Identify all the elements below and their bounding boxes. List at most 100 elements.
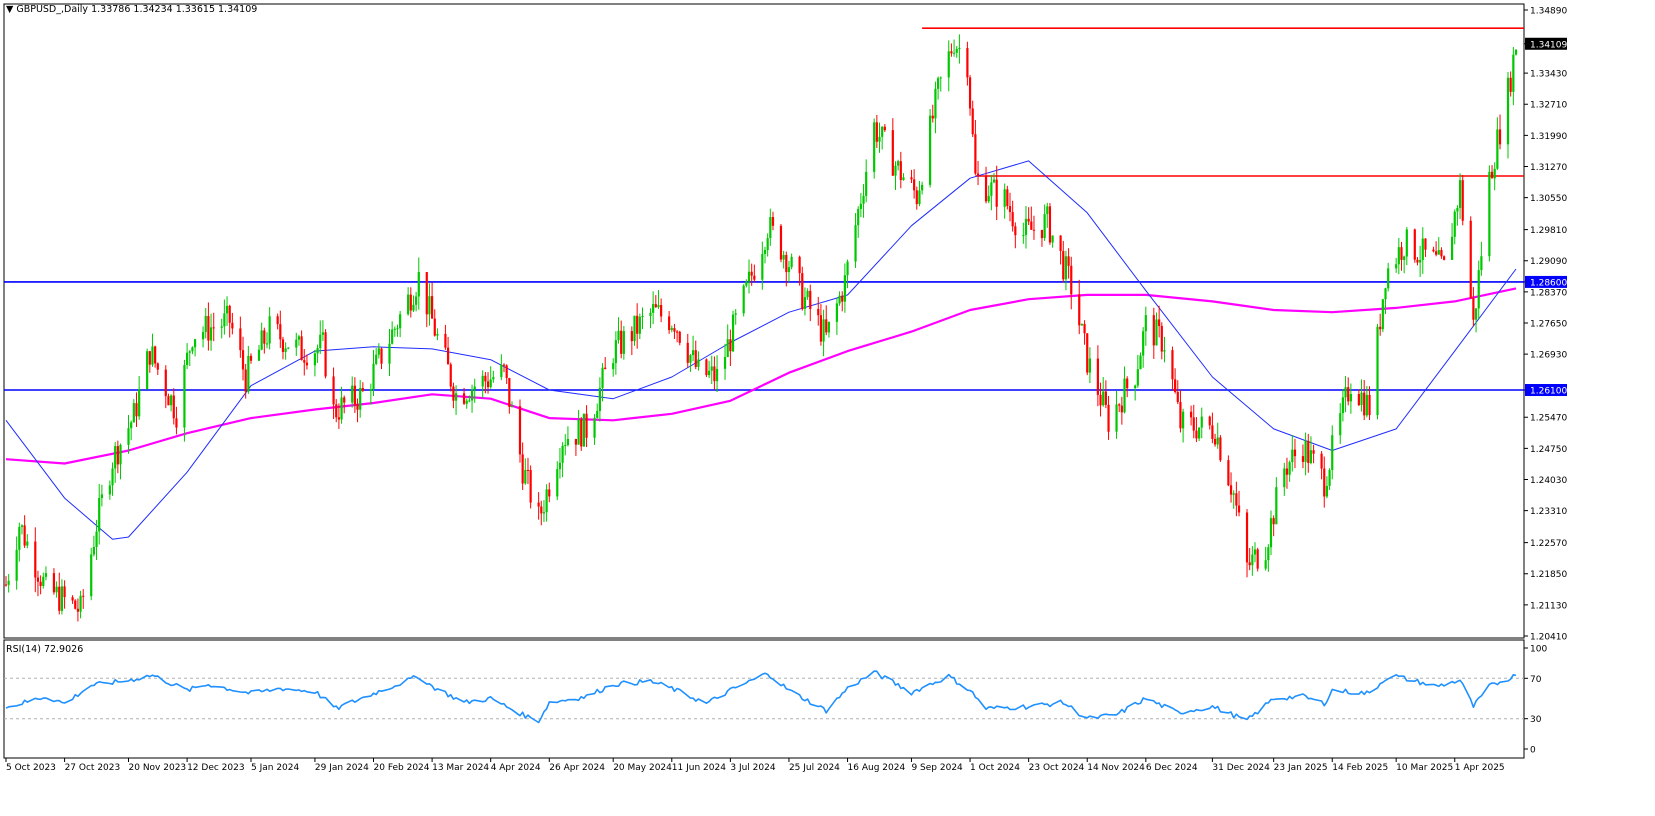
candle-body [319,334,322,349]
candle-body [1104,391,1107,405]
candle-body [1062,251,1065,280]
time-tick-label: 14 Feb 2025 [1332,763,1388,773]
candle-body [1014,226,1017,236]
candle-body [838,295,841,304]
candle-body [1088,358,1091,373]
candle-body [971,108,974,135]
candle-body [558,462,562,470]
candle-body [1435,251,1438,255]
candle-body [769,217,772,239]
candle-body [257,349,261,361]
candle-body [1211,425,1214,439]
time-tick-label: 25 Jul 2024 [789,763,840,773]
price-tick-label: 1.21130 [1530,601,1567,611]
candle-body [673,328,676,332]
candle-body [585,413,588,438]
price-tick-label: 1.23310 [1530,507,1567,517]
candle-body [931,115,934,119]
candle-body [4,584,8,586]
candle-body [694,350,697,367]
candle-body [1163,350,1166,352]
candle-body [1048,206,1052,243]
candle-body [843,275,846,302]
price-tick-label: 1.28370 [1530,288,1567,298]
candle-body [678,331,681,343]
rsi-tick-label: 0 [1530,746,1536,756]
candle-body [300,336,303,361]
candle-body [750,271,753,276]
candle-body [1022,235,1025,237]
candle-body [827,321,831,333]
candle-body [891,130,894,176]
candle-body [204,316,207,333]
candle-body [1498,129,1502,145]
time-tick-label: 3 Jul 2024 [730,763,775,773]
time-tick-label: 5 Oct 2023 [6,763,56,773]
candle-body [1237,505,1241,513]
time-tick-label: 27 Oct 2023 [65,763,121,773]
candle-body [881,126,884,137]
candle-body [151,346,154,365]
candle-body [263,330,266,344]
candle-body [819,315,823,342]
candle-body [1011,212,1014,227]
candle-body [1216,437,1219,445]
candle-body [183,364,186,428]
candle-body [1219,437,1222,461]
price-tick-label: 1.22570 [1530,539,1567,549]
candle-body [1357,394,1360,406]
candle-body [55,586,58,593]
candle-body [617,330,620,341]
candle-body [540,506,543,514]
time-tick-label: 9 Sep 2024 [911,763,963,773]
candle-body [705,359,708,376]
candle-body [481,375,484,387]
price-tick-label: 1.30550 [1530,194,1567,204]
candle-body [172,395,175,419]
time-tick-label: 29 Jan 2024 [315,763,369,773]
candle-body [1275,487,1278,525]
price-tick-label: 1.26100 [1530,387,1567,397]
candle-body [747,271,751,282]
time-axis: 5 Oct 2023 27 Oct 2023 20 Nov 2023 12 Dec 2… [5,758,1505,773]
candle-body [785,254,788,273]
candle-body [577,419,580,445]
candle-body [407,294,410,315]
candle-body [393,328,396,330]
price-tick-label: 1.29090 [1530,257,1567,267]
candle-body [976,173,980,176]
candle-body [332,376,335,405]
candle-body [74,600,77,609]
price-tick-label: 1.34890 [1530,7,1567,17]
candle-body [42,576,45,586]
candle-body [316,348,319,354]
rsi-tick-label: 100 [1530,645,1547,655]
candle-body [225,305,229,314]
candle-body [1200,416,1203,428]
candle-body [966,48,969,78]
candle-body [100,494,103,499]
candle-body [415,296,418,305]
candle-body [787,267,791,273]
price-tick-label: 1.28600 [1530,278,1567,288]
candle-body [1171,350,1174,380]
candle-body [58,586,61,611]
candle-body [425,272,428,315]
candle-body [771,217,775,226]
candle-body [452,386,455,401]
candle-body [1118,404,1121,406]
time-tick-label: 20 Feb 2024 [374,763,430,773]
candle-body [1323,468,1326,497]
candle-body [1413,229,1416,260]
candle-body [1182,411,1185,429]
candle-body [249,355,253,361]
candle-body [974,134,977,174]
time-tick-label: 31 Dec 2024 [1212,763,1270,773]
candle-body [580,419,583,447]
collapse-marker-icon[interactable]: ▼ [6,4,14,15]
candle-body [668,316,671,331]
candle-body [798,256,801,274]
candle-body [763,250,767,254]
price-label-box [1525,37,1567,50]
candle-body [1003,189,1006,207]
